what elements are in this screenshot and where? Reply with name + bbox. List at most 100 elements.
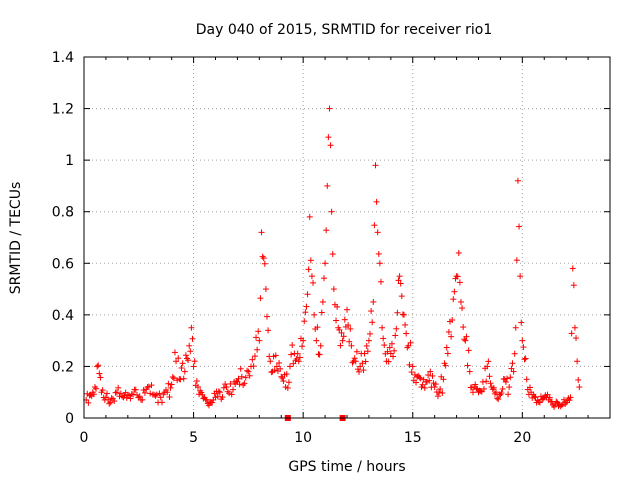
data-point bbox=[376, 260, 383, 267]
data-point bbox=[390, 353, 397, 360]
data-point bbox=[90, 391, 97, 398]
data-point bbox=[289, 342, 296, 349]
data-point bbox=[451, 288, 458, 295]
data-point bbox=[141, 389, 148, 396]
data-point bbox=[273, 363, 280, 370]
data-point bbox=[407, 339, 414, 346]
data-point bbox=[193, 378, 200, 385]
data-point bbox=[356, 368, 363, 375]
data-point bbox=[235, 375, 242, 382]
data-point bbox=[93, 385, 100, 392]
data-point bbox=[276, 359, 283, 366]
data-point bbox=[442, 362, 449, 369]
data-point bbox=[130, 391, 137, 398]
data-point bbox=[361, 350, 368, 357]
data-point bbox=[522, 355, 529, 362]
data-point bbox=[377, 278, 384, 285]
data-point bbox=[466, 368, 473, 375]
data-point bbox=[136, 393, 143, 400]
data-point bbox=[318, 309, 325, 316]
data-point bbox=[409, 363, 416, 370]
data-point bbox=[262, 286, 269, 293]
data-point bbox=[514, 177, 521, 184]
data-point bbox=[310, 279, 317, 286]
data-point bbox=[516, 223, 523, 230]
data-point bbox=[295, 358, 302, 365]
data-point bbox=[460, 324, 467, 331]
data-point bbox=[416, 374, 423, 381]
data-point bbox=[462, 337, 469, 344]
data-point bbox=[140, 387, 147, 394]
data-point bbox=[108, 395, 115, 402]
data-point bbox=[470, 389, 477, 396]
data-point bbox=[223, 384, 230, 391]
data-point bbox=[483, 378, 490, 385]
data-point bbox=[480, 385, 487, 392]
data-point bbox=[380, 335, 387, 342]
x-tick-label: 5 bbox=[189, 430, 198, 446]
data-point bbox=[351, 355, 358, 362]
data-point bbox=[459, 305, 466, 312]
y-tick-label: 1.2 bbox=[52, 102, 74, 118]
data-point bbox=[268, 369, 275, 376]
data-point bbox=[314, 324, 321, 331]
data-point bbox=[245, 368, 252, 375]
data-point bbox=[283, 371, 290, 378]
data-point bbox=[156, 390, 163, 397]
data-point bbox=[510, 368, 517, 375]
data-point bbox=[244, 367, 251, 374]
data-point bbox=[375, 250, 382, 257]
data-point bbox=[209, 399, 216, 406]
data-point bbox=[236, 381, 243, 388]
data-point bbox=[347, 325, 354, 332]
data-point bbox=[169, 373, 176, 380]
data-point bbox=[505, 391, 512, 398]
data-point bbox=[267, 358, 274, 365]
data-point bbox=[115, 384, 122, 391]
data-point bbox=[511, 350, 518, 357]
data-point bbox=[344, 306, 350, 313]
data-point bbox=[336, 326, 343, 333]
data-point bbox=[472, 381, 479, 388]
data-point bbox=[570, 282, 577, 289]
data-point bbox=[403, 330, 410, 337]
data-point bbox=[443, 344, 450, 351]
data-point bbox=[384, 348, 391, 355]
data-point bbox=[405, 342, 412, 349]
data-point bbox=[566, 397, 573, 404]
data-point bbox=[359, 360, 366, 367]
y-axis-label: SRMTID / TECUs bbox=[8, 182, 24, 295]
data-point bbox=[250, 363, 257, 370]
data-point bbox=[521, 356, 528, 363]
data-point bbox=[104, 390, 111, 397]
y-tick-label: 0.8 bbox=[52, 205, 74, 221]
data-point bbox=[182, 352, 189, 359]
data-point bbox=[214, 393, 221, 400]
data-point bbox=[256, 337, 263, 344]
data-point bbox=[157, 394, 164, 401]
data-point bbox=[540, 395, 547, 402]
data-point bbox=[222, 381, 229, 388]
data-point bbox=[306, 213, 313, 220]
data-point bbox=[400, 311, 407, 318]
data-point bbox=[434, 393, 441, 400]
data-point bbox=[319, 298, 326, 305]
data-point bbox=[440, 376, 447, 383]
data-point bbox=[341, 316, 348, 323]
data-point bbox=[277, 365, 284, 372]
data-point bbox=[287, 363, 294, 370]
y-tick-label: 1.4 bbox=[52, 50, 74, 66]
data-point bbox=[417, 375, 424, 382]
data-point bbox=[303, 303, 310, 310]
data-point bbox=[224, 388, 231, 395]
data-point bbox=[490, 384, 497, 391]
data-point bbox=[455, 249, 462, 256]
data-point bbox=[304, 291, 311, 298]
data-point bbox=[473, 385, 480, 392]
data-point bbox=[425, 372, 432, 379]
data-point bbox=[328, 208, 335, 215]
data-point bbox=[322, 260, 329, 267]
data-point bbox=[257, 295, 264, 302]
data-point bbox=[228, 391, 235, 398]
data-point bbox=[246, 372, 253, 379]
